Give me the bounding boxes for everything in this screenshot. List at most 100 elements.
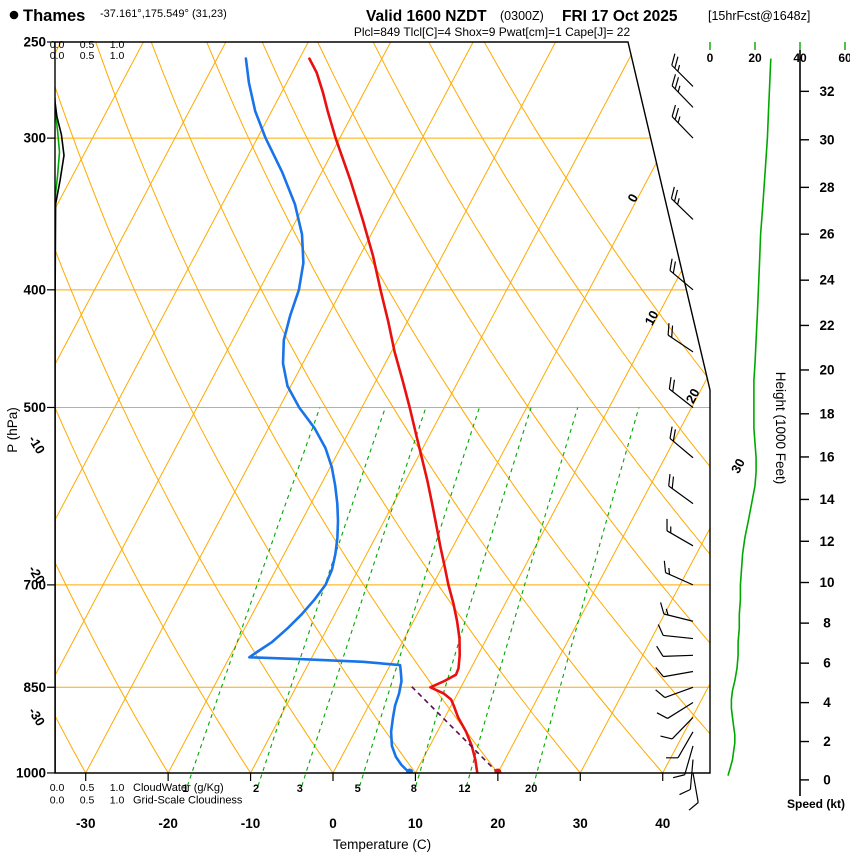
wind-barb-staff	[671, 116, 694, 139]
dry-adiabat-line	[55, 42, 183, 773]
mixing-ratio-line	[532, 407, 640, 787]
wind-barb-staff	[669, 270, 694, 291]
mixing-ratio-label: 3	[297, 783, 303, 795]
wind-barb-staff	[689, 759, 694, 790]
surface-temp-dot	[494, 768, 502, 773]
cloud-scale-tick-label: 1.0	[110, 782, 125, 794]
dry-adiabat-line	[55, 42, 350, 773]
isotherm-label: 0	[624, 191, 641, 204]
isotherm-line	[85, 42, 474, 773]
mixing-ratio-label: 12	[458, 783, 470, 795]
dry-adiabat-line	[55, 42, 267, 773]
dry-adiabat-label: -30	[25, 705, 48, 729]
wind-barb-staff	[684, 745, 694, 775]
height-tick-label: 20	[819, 363, 834, 378]
wind-barb-full-tick	[673, 189, 678, 202]
wind-barb-staff	[667, 334, 694, 353]
wind-barb-full-tick	[668, 473, 671, 487]
mixing-ratio-label: 2	[253, 783, 259, 795]
cloudiness-legend: Grid-Scale Cloudiness	[133, 795, 243, 807]
valid-zulu: (0300Z)	[500, 9, 544, 23]
wind-barb-staff	[668, 485, 694, 505]
dry-adiabat-line	[317, 42, 710, 773]
mixing-ratio-line	[465, 407, 579, 787]
wind-barb-full-tick	[688, 802, 699, 811]
pressure-axis-title: P (hPa)	[5, 407, 20, 453]
valid-time: Valid 1600 NZDT	[366, 8, 487, 25]
mixing-ratio-lines	[186, 407, 640, 787]
dewpoint-curve	[244, 57, 412, 773]
isotherm-label: 10	[642, 308, 662, 328]
pressure-tick-label: 300	[23, 131, 46, 146]
wind-barb-half-tick	[668, 567, 671, 575]
height-tick-label: 2	[823, 734, 831, 749]
height-tick-label: 32	[819, 84, 834, 99]
wind-barb-half-tick	[677, 85, 681, 93]
wind-barb-full-tick	[656, 712, 668, 719]
height-tick-label: 18	[819, 406, 835, 421]
wind-barb-full-tick	[669, 426, 673, 439]
height-tick-label: 26	[819, 227, 835, 242]
temp-tick-label: 30	[573, 816, 588, 831]
pressure-tick-label: 850	[23, 680, 46, 695]
speed-tick-label: 0	[707, 51, 714, 65]
temp-tick-label: -10	[241, 816, 261, 831]
wind-barb-full-tick	[671, 53, 676, 66]
wind-barb-staff	[668, 388, 694, 408]
mixing-ratio-line	[301, 407, 427, 787]
isotherm-line	[55, 42, 392, 773]
height-tick-label: 14	[819, 492, 835, 507]
height-tick-label: 6	[823, 656, 831, 671]
station-name: Thames	[23, 7, 85, 25]
isotherm-line	[55, 42, 144, 773]
plot-border	[54, 41, 711, 774]
wind-barb-staff	[671, 85, 694, 108]
mixing-ratio-label: 1	[182, 783, 188, 795]
temp-tick-label: -30	[76, 816, 96, 831]
isotherm-line	[55, 42, 309, 773]
wind-barb-full-tick	[656, 645, 664, 657]
wind-barb-staff	[671, 716, 694, 740]
surface-dewpoint-dot	[406, 768, 414, 773]
sounding-curves	[244, 57, 502, 773]
wind-barb-staff	[671, 64, 694, 87]
cloud-scale-tick-label: 0.0	[50, 50, 65, 62]
wind-barb-staff	[677, 731, 694, 759]
height-tick-label: 8	[823, 616, 831, 631]
dry-adiabat-line	[55, 42, 100, 773]
wind-barb-full-tick	[671, 74, 677, 86]
wind-barb-staff	[662, 654, 694, 657]
wind-speed-curve	[727, 58, 772, 776]
wind-barb-full-tick	[657, 624, 664, 636]
wind-barb-full-tick	[672, 379, 676, 392]
forecast-info: [15hrFcst@1648z]	[708, 9, 810, 23]
isotherm-line	[167, 42, 557, 773]
height-tick-label: 30	[819, 132, 834, 147]
dry-adiabat-line	[206, 42, 684, 773]
wind-barb-half-tick	[677, 116, 681, 123]
height-tick-label: 10	[819, 575, 834, 590]
wind-barb-staff	[667, 702, 694, 719]
wind-barbs	[655, 53, 699, 811]
wind-barb-full-tick	[674, 77, 680, 90]
isotherm-label: 30	[728, 456, 748, 476]
wind-barb-full-tick	[669, 258, 673, 271]
height-tick-label: 16	[819, 450, 835, 465]
parcel-ascent-trace	[411, 686, 499, 773]
mixing-ratio-label: 5	[355, 783, 361, 795]
cloud-scale-tick-label: 1.0	[110, 795, 125, 807]
cloud-scale-tick-label: 0.0	[50, 39, 65, 51]
temp-tick-label: 20	[490, 816, 505, 831]
isotherm-line	[55, 42, 227, 773]
wind-barb-half-tick	[677, 198, 680, 205]
wind-barb-full-tick	[655, 667, 664, 678]
speed-tick-label: 60	[838, 51, 850, 65]
height-tick-label: 24	[819, 273, 835, 288]
wind-barb-staff	[663, 613, 694, 622]
dry-adiabat-line	[261, 42, 710, 773]
wind-barb-full-tick	[668, 377, 672, 390]
pressure-tick-label: 1000	[16, 766, 46, 781]
